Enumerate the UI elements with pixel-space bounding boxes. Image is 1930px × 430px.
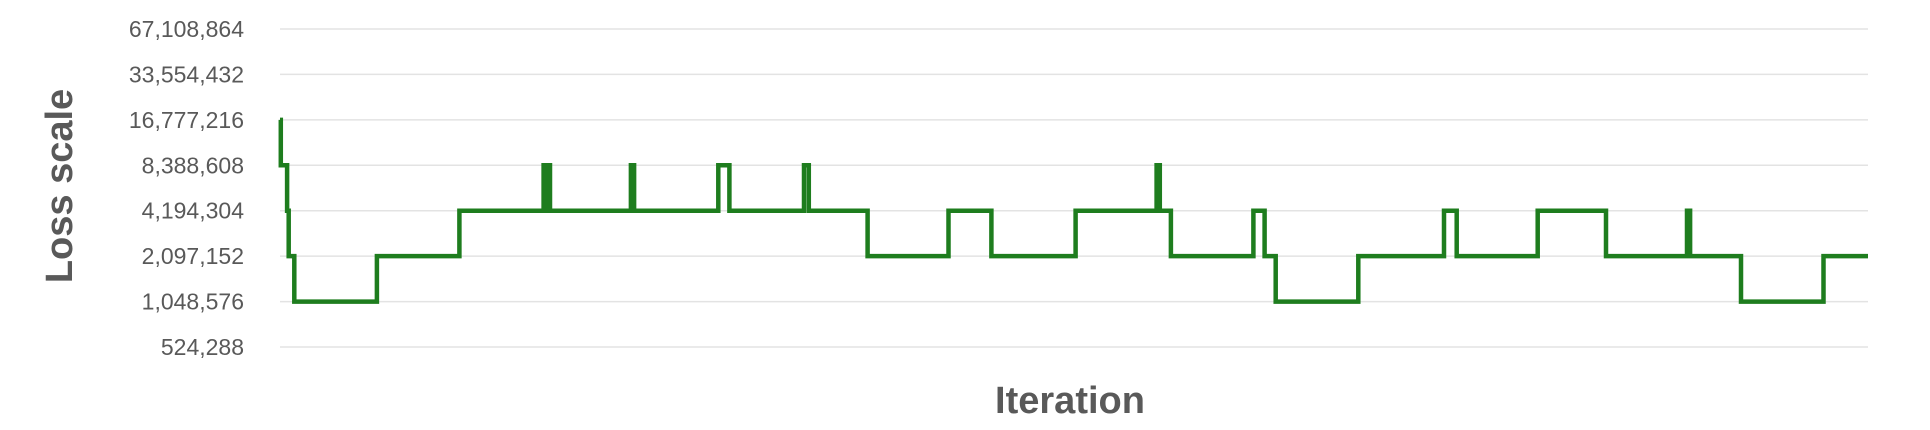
y-tick-label: 16,777,216 — [129, 107, 244, 133]
x-axis-title: Iteration — [995, 380, 1145, 422]
y-tick-label: 2,097,152 — [142, 243, 244, 269]
y-tick-labels: 67,108,864 33,554,432 16,777,216 8,388,608 4… — [129, 16, 244, 360]
series — [278, 117, 1868, 304]
y-tick-label: 33,554,432 — [129, 61, 244, 87]
loss-scale-series-line — [278, 117, 1868, 304]
y-axis-title: Loss scale — [39, 89, 81, 283]
grid — [280, 28, 1868, 348]
y-tick-label: 1,048,576 — [142, 289, 244, 315]
y-tick-label: 67,108,864 — [129, 16, 244, 42]
y-tick-label: 4,194,304 — [142, 198, 245, 224]
y-tick-label: 8,388,608 — [142, 152, 244, 178]
y-tick-label: 524,288 — [161, 334, 244, 360]
